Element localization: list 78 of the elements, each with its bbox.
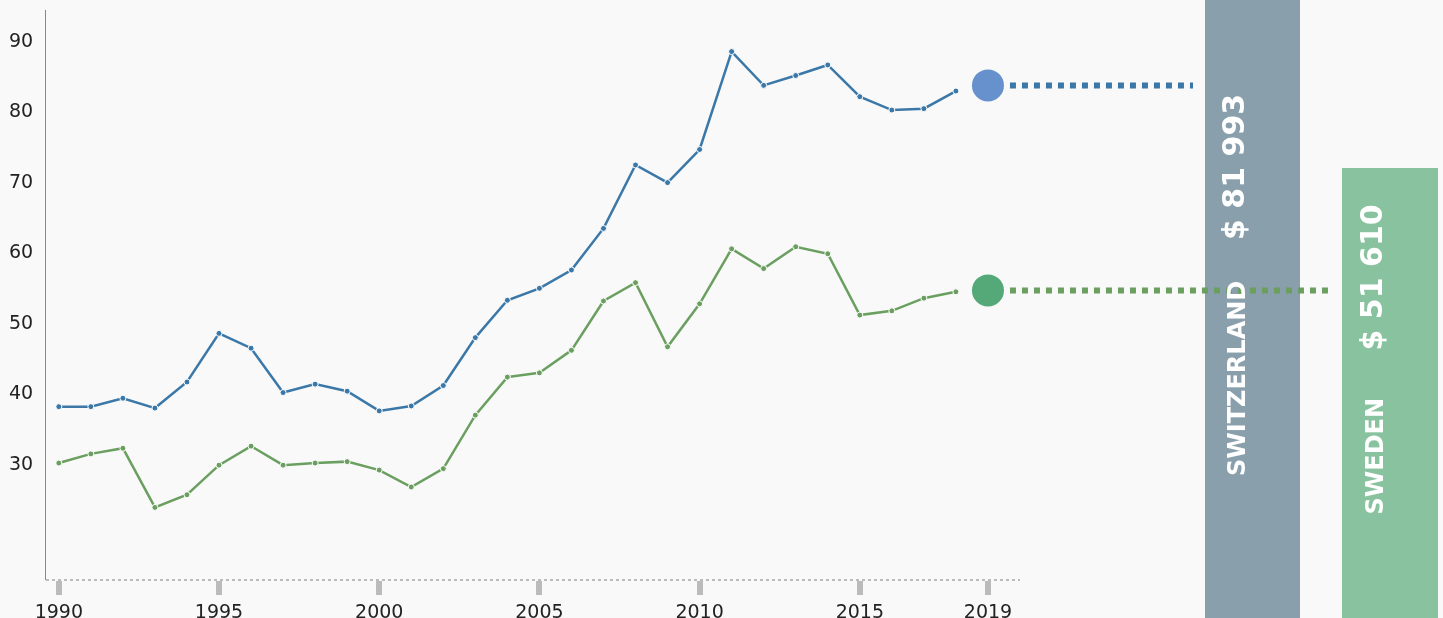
y-tick-label: 30 bbox=[9, 451, 34, 474]
point bbox=[471, 334, 479, 342]
point bbox=[215, 329, 223, 337]
point bbox=[696, 146, 704, 154]
point bbox=[55, 459, 63, 467]
point bbox=[824, 250, 832, 258]
point bbox=[87, 403, 95, 411]
x-tick-label: 1995 bbox=[194, 599, 244, 618]
point bbox=[375, 407, 383, 415]
y-tick-label: 70 bbox=[9, 169, 34, 192]
point bbox=[971, 274, 1004, 307]
point bbox=[920, 105, 928, 113]
point bbox=[888, 307, 896, 315]
x-tick-label: 1990 bbox=[34, 599, 83, 618]
point bbox=[279, 389, 287, 397]
point bbox=[632, 161, 640, 169]
point bbox=[183, 491, 191, 499]
point bbox=[824, 61, 832, 69]
point bbox=[407, 402, 415, 410]
y-tick-label: 80 bbox=[9, 99, 34, 122]
point bbox=[535, 284, 543, 292]
text: SWITZERLAND bbox=[1223, 280, 1251, 476]
text: SWEDEN bbox=[1360, 397, 1389, 515]
y-tick-label: 60 bbox=[9, 240, 34, 263]
point bbox=[920, 294, 928, 302]
point bbox=[343, 458, 351, 466]
point bbox=[599, 224, 607, 232]
point bbox=[183, 378, 191, 386]
point bbox=[215, 461, 223, 469]
point bbox=[503, 373, 511, 381]
x-tick-label: 2005 bbox=[515, 599, 564, 618]
point bbox=[760, 265, 768, 273]
x-tick-label: 2019 bbox=[963, 599, 1013, 618]
point bbox=[87, 450, 95, 458]
point bbox=[567, 266, 575, 274]
y-tick-label: 40 bbox=[9, 381, 34, 404]
point bbox=[696, 300, 704, 308]
x-tick-label: 2000 bbox=[355, 599, 404, 618]
point bbox=[728, 48, 736, 56]
point bbox=[311, 459, 319, 467]
point bbox=[888, 106, 896, 114]
point bbox=[407, 483, 415, 491]
x-tick-label: 2010 bbox=[675, 599, 724, 618]
point bbox=[599, 297, 607, 305]
y-tick-label: 50 bbox=[9, 310, 34, 333]
point bbox=[375, 466, 383, 474]
point bbox=[119, 394, 127, 402]
point bbox=[567, 346, 575, 354]
point bbox=[760, 81, 768, 89]
x-tick-label: 2015 bbox=[835, 599, 884, 618]
point bbox=[728, 245, 736, 253]
point bbox=[471, 411, 479, 419]
point bbox=[952, 87, 960, 95]
point bbox=[247, 442, 255, 450]
point bbox=[971, 69, 1004, 102]
point bbox=[439, 465, 447, 473]
point bbox=[856, 311, 864, 319]
point bbox=[311, 380, 319, 388]
point bbox=[632, 279, 640, 287]
point bbox=[55, 403, 63, 411]
point bbox=[792, 243, 800, 251]
point bbox=[439, 382, 447, 390]
point bbox=[952, 288, 960, 296]
point bbox=[343, 387, 351, 395]
point bbox=[503, 296, 511, 304]
point bbox=[151, 404, 159, 412]
point bbox=[247, 344, 255, 352]
point bbox=[664, 179, 672, 187]
point bbox=[151, 503, 159, 511]
text: $ 51 610 bbox=[1353, 204, 1389, 351]
point bbox=[856, 93, 864, 101]
text: $ 81 993 bbox=[1216, 93, 1251, 240]
point bbox=[792, 72, 800, 80]
point bbox=[535, 369, 543, 377]
point bbox=[664, 343, 672, 351]
y-tick-label: 90 bbox=[9, 28, 34, 51]
point bbox=[279, 461, 287, 469]
point bbox=[119, 444, 127, 452]
